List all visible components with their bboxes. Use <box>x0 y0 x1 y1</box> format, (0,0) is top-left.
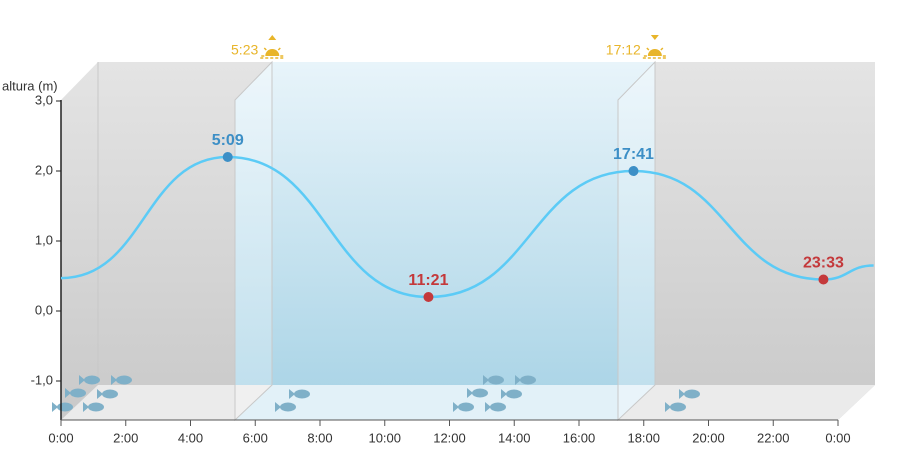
fish-tail <box>289 389 295 399</box>
fish <box>102 389 118 399</box>
fish-tail <box>275 402 281 412</box>
x-tick-label: 18:00 <box>627 430 660 445</box>
y-tick-label: 3,0 <box>35 92 53 107</box>
fish <box>70 388 86 398</box>
x-tick-label: 0:00 <box>825 430 850 445</box>
x-tick-label: 14:00 <box>498 430 531 445</box>
sun-disc <box>265 49 280 56</box>
fish <box>88 402 104 412</box>
tide-extreme <box>222 152 233 162</box>
x-tick-label: 16:00 <box>563 430 596 445</box>
fish-tail <box>79 375 85 385</box>
fish-tail <box>665 402 671 412</box>
y-tick-label: -1,0 <box>31 372 53 387</box>
fish-tail <box>501 389 507 399</box>
fish-tail <box>111 375 117 385</box>
sun-ray <box>660 47 664 51</box>
fish-tail <box>679 389 685 399</box>
x-tick-label: 4:00 <box>178 430 203 445</box>
fish-tail <box>65 388 71 398</box>
fish <box>294 389 310 399</box>
fish <box>684 389 700 399</box>
fish-tail <box>97 389 103 399</box>
y-axis-label: altura (m) <box>2 78 58 93</box>
y-tick-label: 1,0 <box>35 232 53 247</box>
fish <box>490 402 506 412</box>
fish-tail <box>83 402 89 412</box>
sun-icon <box>642 35 667 59</box>
walls <box>97 60 656 422</box>
fish-tail <box>515 375 521 385</box>
x-tick-label: 0:00 <box>48 430 73 445</box>
tide-extreme <box>628 166 639 176</box>
x-tick-label: 10:00 <box>368 430 401 445</box>
sun-ray <box>263 47 267 51</box>
fish-tail <box>483 375 489 385</box>
tide-line <box>60 155 874 299</box>
fish <box>520 375 536 385</box>
x-tick-label: 8:00 <box>307 430 332 445</box>
fish <box>280 402 296 412</box>
tide-extreme <box>423 292 434 302</box>
sun-ray <box>646 47 650 51</box>
sun-arrow <box>268 35 277 40</box>
fish-tail <box>485 402 491 412</box>
sun-disc <box>647 49 662 56</box>
sun-ray <box>277 47 281 51</box>
fish-tail <box>467 388 473 398</box>
x-tick-label: 2:00 <box>113 430 138 445</box>
x-tick-label: 12:00 <box>433 430 466 445</box>
tide-time-label: 11:21 <box>408 272 448 289</box>
fish <box>84 375 100 385</box>
tide-time-label: 5:09 <box>212 132 244 149</box>
x-tick-label: 20:00 <box>692 430 725 445</box>
tide-time-label: 23:33 <box>803 255 844 272</box>
x-tick-label: 6:00 <box>243 430 268 445</box>
sun-icon <box>260 35 285 59</box>
sun-time: 17:12 <box>606 42 641 58</box>
fish <box>670 402 686 412</box>
fish-tail <box>52 402 58 412</box>
tide-extreme <box>818 274 829 285</box>
y-tick-label: 0,0 <box>35 302 53 317</box>
fish <box>57 402 73 412</box>
x-tick-label: 22:00 <box>757 430 790 445</box>
y-tick-label: 2,0 <box>35 162 53 177</box>
sun-arrow <box>650 35 659 40</box>
fish <box>458 402 474 412</box>
sun-time: 5:23 <box>231 42 258 58</box>
tide-time-label: 17:41 <box>613 146 654 163</box>
fish-tail <box>453 402 459 412</box>
fish <box>506 389 522 399</box>
day-floor <box>235 385 655 420</box>
fish <box>472 388 488 398</box>
day-area <box>235 62 655 420</box>
fish <box>488 375 504 385</box>
fish <box>116 375 132 385</box>
